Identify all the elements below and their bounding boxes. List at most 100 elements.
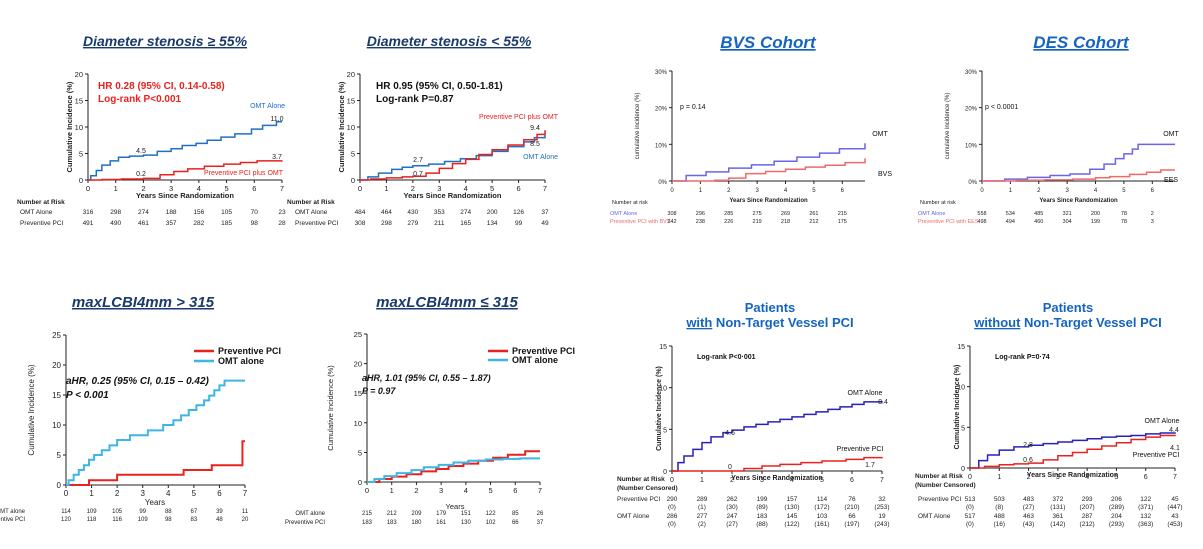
risk-value: 304 xyxy=(1063,219,1072,225)
risk-censored: (88) xyxy=(756,521,768,528)
y-tick-label: 15 xyxy=(354,389,362,398)
x-tick-label: 7 xyxy=(1173,474,1177,481)
risk-value: 534 xyxy=(1006,211,1015,217)
y-tick-label: 15 xyxy=(659,344,667,351)
x-tick-label: 4 xyxy=(790,477,794,484)
series-label: OMT Alone xyxy=(250,103,285,110)
risk-value: 156 xyxy=(193,209,204,216)
x-axis-label: Years Since Randomization xyxy=(404,191,502,200)
data-label: 1.7 xyxy=(865,462,875,469)
risk-value: 39 xyxy=(216,509,223,515)
risk-censored: (453) xyxy=(1167,521,1182,528)
risk-value: 78 xyxy=(1121,211,1127,217)
series-label: OMT Alone xyxy=(523,154,558,161)
x-tick-label: 1 xyxy=(997,474,1001,481)
x-tick-label: 4 xyxy=(197,184,201,193)
risk-row-name: Preventive PCI xyxy=(918,496,962,503)
x-tick-label: 4 xyxy=(1094,188,1098,194)
y-axis-label: Cumulative Incidence (%) xyxy=(954,365,961,450)
risk-value: 85 xyxy=(512,511,519,517)
chart-title: Patients xyxy=(1043,300,1094,315)
risk-value: 357 xyxy=(166,220,177,227)
series-line-1 xyxy=(672,456,883,472)
risk-value: 308 xyxy=(667,211,676,217)
x-tick-label: 6 xyxy=(217,489,222,498)
x-tick-label: 6 xyxy=(841,188,845,194)
risk-header: Number at Risk xyxy=(617,476,665,483)
risk-censored: (2) xyxy=(698,521,706,528)
risk-value: 485 xyxy=(1034,211,1043,217)
y-tick-label: 30% xyxy=(965,70,978,76)
x-tick-label: 5 xyxy=(820,477,824,484)
risk-value: 49 xyxy=(541,220,549,227)
risk-value: 226 xyxy=(724,219,733,225)
data-label: 0.2 xyxy=(136,171,146,178)
risk-row-name: Preventive PCI with EES xyxy=(918,219,979,225)
risk-value: 206 xyxy=(1111,496,1122,503)
risk-value: 212 xyxy=(809,219,818,225)
subtitle-emphasis: with xyxy=(685,315,712,330)
x-tick-label: 3 xyxy=(1065,188,1069,194)
risk-value: 188 xyxy=(166,209,177,216)
y-tick-label: 20% xyxy=(965,107,978,113)
x-tick-label: 4 xyxy=(784,188,788,194)
risk-value: 37 xyxy=(537,520,544,526)
risk-censored: (243) xyxy=(874,521,889,528)
x-tick-label: 4 xyxy=(464,486,468,495)
stat-annotation: aHR, 0.25 (95% CI, 0.15 – 0.42) xyxy=(66,376,210,387)
stat-annotation: Log-rank P=0·74 xyxy=(995,354,1050,361)
risk-censored: (27) xyxy=(1023,504,1035,511)
risk-row-name: Preventive PCI with BVS xyxy=(610,219,671,225)
risk-row-name: Preventive PCI xyxy=(0,517,25,523)
risk-header: Number at Risk xyxy=(17,199,65,206)
risk-value: 279 xyxy=(407,220,418,227)
risk-value: 463 xyxy=(1023,513,1034,520)
chart-title: maxLCBI4mm ≤ 315 xyxy=(376,294,518,311)
y-axis-label: Cumulative Incidence (%) xyxy=(337,81,346,172)
x-axis-label: Years xyxy=(145,498,165,507)
x-tick-label: 0 xyxy=(670,188,674,194)
risk-censored: (0) xyxy=(966,521,974,528)
risk-value: 430 xyxy=(407,209,418,216)
risk-value: 48 xyxy=(216,517,223,523)
chart-title: BVS Cohort xyxy=(720,33,817,52)
chart-subtitle: without Non-Target Vessel PCI xyxy=(973,315,1162,330)
x-tick-label: 0 xyxy=(86,184,90,193)
x-axis-label: Years Since Randomization xyxy=(136,191,234,200)
risk-value: 105 xyxy=(221,209,232,216)
risk-value: 109 xyxy=(138,517,149,523)
x-tick-label: 5 xyxy=(1122,188,1126,194)
x-tick-label: 3 xyxy=(439,486,443,495)
x-tick-label: 3 xyxy=(169,184,173,193)
risk-value: 114 xyxy=(61,509,71,515)
risk-censored: (207) xyxy=(1080,504,1095,511)
series-line-0 xyxy=(672,401,883,472)
legend-label: OMT alone xyxy=(218,356,264,366)
x-tick-label: 7 xyxy=(280,184,284,193)
risk-value: 517 xyxy=(965,513,976,520)
risk-value: 298 xyxy=(110,209,121,216)
risk-value: 20 xyxy=(242,517,249,523)
series-line-1 xyxy=(982,169,1175,182)
risk-value: 204 xyxy=(1111,513,1122,520)
chart-panel-des-cohort: DES Cohort 0% 10% 20% 30% 0 1 2 3 4 5 6 Years Since … xyxy=(905,0,1203,275)
y-axis-label: Cumulative Incidence (%) xyxy=(65,81,74,172)
risk-row-name: OMT Alone xyxy=(20,209,53,216)
risk-header: Number at risk xyxy=(920,200,956,206)
risk-row-name: Preventive PCI xyxy=(617,496,661,503)
series-line-0 xyxy=(970,432,1176,469)
risk-value: 151 xyxy=(461,511,472,517)
chart-svg-bvs-cohort: BVS Cohort 0% 10% 20% 30% 0 1 2 3 4 5 6 Years Since … xyxy=(610,33,892,225)
chart-panel-bvs-cohort: BVS Cohort 0% 10% 20% 30% 0 1 2 3 4 5 6 Years Since … xyxy=(605,0,905,275)
risk-value: 114 xyxy=(817,496,828,503)
risk-censored: (253) xyxy=(874,504,889,511)
x-tick-label: 7 xyxy=(538,486,542,495)
risk-value: 200 xyxy=(487,209,498,216)
risk-value: 183 xyxy=(362,520,373,526)
subtitle-emphasis: without xyxy=(973,315,1021,330)
chart-title: DES Cohort xyxy=(1033,33,1130,52)
chart-panel-lcbi-gt315: maxLCBI4mm > 315 0 5 10 15 20 25 0 1 2 3 4 5 6 7 Years C… xyxy=(0,280,300,549)
risk-censored: (27) xyxy=(726,521,738,528)
